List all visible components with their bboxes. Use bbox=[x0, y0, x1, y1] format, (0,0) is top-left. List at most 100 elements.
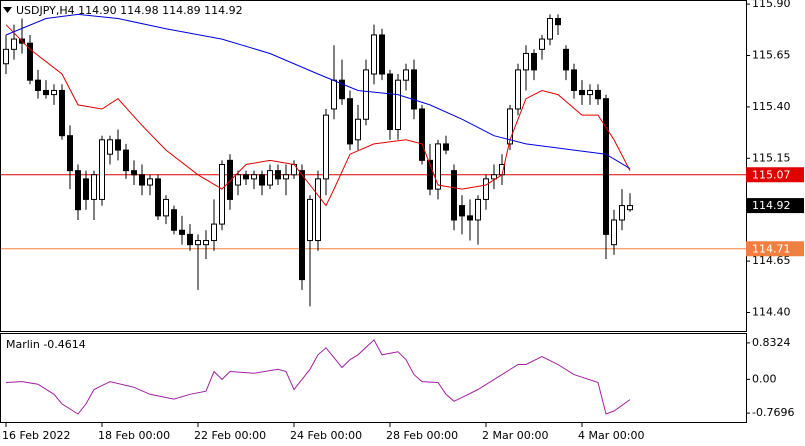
moving-average bbox=[5, 13, 631, 170]
y-tick-label: 115.65 bbox=[752, 49, 791, 62]
candle-body bbox=[611, 219, 617, 246]
y-tick-label: 0.00 bbox=[752, 372, 777, 385]
candle-body bbox=[91, 174, 97, 200]
candle-body bbox=[11, 38, 17, 50]
x-tick-label: 16 Feb 2022 bbox=[2, 429, 70, 442]
y-tick-label: -0.7696 bbox=[752, 406, 794, 419]
candle-body bbox=[491, 174, 497, 180]
candle-body bbox=[531, 52, 537, 71]
main-frame bbox=[0, 0, 747, 332]
candle-body bbox=[147, 178, 153, 186]
indicator-line bbox=[5, 339, 631, 415]
candle-body bbox=[507, 108, 513, 145]
candle-body bbox=[579, 89, 585, 96]
candle-body bbox=[387, 73, 393, 131]
candle-body bbox=[403, 69, 409, 81]
candle-body bbox=[475, 198, 481, 221]
candle-body bbox=[219, 163, 225, 225]
level-label: 114.71 bbox=[752, 242, 791, 255]
candle-body bbox=[355, 118, 361, 141]
level-label-box bbox=[746, 241, 804, 257]
candle-body bbox=[99, 139, 105, 200]
candle-body bbox=[451, 170, 457, 221]
candle-body bbox=[259, 174, 265, 186]
x-tick-label: 2 Mar 00:00 bbox=[482, 429, 548, 442]
last-price-box bbox=[746, 198, 804, 214]
candle-body bbox=[83, 178, 89, 200]
candle-body bbox=[347, 98, 353, 145]
candle-body bbox=[315, 178, 321, 242]
candle-body bbox=[411, 69, 417, 110]
candle-body bbox=[43, 89, 49, 96]
y-tick-label: 0.8324 bbox=[752, 336, 791, 349]
candle-body bbox=[371, 34, 377, 75]
candle-body bbox=[51, 89, 57, 96]
candle-body bbox=[283, 174, 289, 180]
candle-body bbox=[275, 170, 281, 180]
candle-body bbox=[619, 205, 625, 221]
candle-body bbox=[419, 108, 425, 161]
candle-body bbox=[107, 139, 113, 155]
candle-body bbox=[227, 159, 233, 200]
candle-body bbox=[75, 170, 81, 211]
y-tick-label: 115.15 bbox=[752, 151, 791, 164]
candle-body bbox=[67, 135, 73, 172]
candle-body bbox=[379, 34, 385, 75]
indicator-title: Marlin -0.4614 bbox=[6, 338, 86, 351]
candle-body bbox=[443, 143, 449, 151]
candle-body bbox=[539, 38, 545, 50]
moving-average bbox=[5, 24, 631, 207]
candle-body bbox=[179, 229, 185, 235]
candle-body bbox=[595, 89, 601, 100]
candle-body bbox=[59, 89, 65, 137]
candle-body bbox=[3, 48, 9, 65]
candle-body bbox=[571, 69, 577, 91]
x-tick-label: 4 Mar 00:00 bbox=[578, 429, 644, 442]
y-tick-label: 114.65 bbox=[752, 254, 791, 267]
y-tick-label: 115.90 bbox=[752, 0, 791, 10]
candle-body bbox=[139, 174, 145, 186]
x-tick-label: 22 Feb 00:00 bbox=[194, 429, 266, 442]
candle-body bbox=[27, 42, 33, 81]
candle-body bbox=[363, 69, 369, 120]
candle-body bbox=[427, 159, 433, 190]
candle-body bbox=[323, 114, 329, 180]
candle-body bbox=[523, 52, 529, 71]
candle-body bbox=[435, 143, 441, 190]
candle-body bbox=[547, 18, 553, 40]
candle-body bbox=[483, 178, 489, 200]
candle-body bbox=[171, 209, 177, 231]
candle-body bbox=[395, 79, 401, 131]
candle-body bbox=[235, 174, 241, 186]
x-tick-label: 18 Feb 00:00 bbox=[98, 429, 170, 442]
level-label-box bbox=[746, 167, 804, 183]
menu-triangle[interactable] bbox=[3, 7, 12, 13]
candle-body bbox=[339, 79, 345, 100]
candle-body bbox=[163, 198, 169, 217]
y-tick-label: 114.40 bbox=[752, 305, 791, 318]
candle-body bbox=[195, 240, 201, 246]
candle-body bbox=[603, 98, 609, 235]
y-tick-label: 115.40 bbox=[752, 100, 791, 113]
candle-body bbox=[203, 240, 209, 246]
candle-body bbox=[155, 178, 161, 217]
candle-body bbox=[331, 79, 337, 110]
candle-body bbox=[555, 18, 561, 26]
candle-body bbox=[211, 223, 217, 242]
candle-body bbox=[299, 170, 305, 281]
candle-body bbox=[131, 170, 137, 176]
candle-body bbox=[467, 215, 473, 221]
x-tick-label: 28 Feb 00:00 bbox=[386, 429, 458, 442]
indicator-frame bbox=[0, 333, 747, 423]
x-tick-label: 24 Feb 00:00 bbox=[290, 429, 362, 442]
level-label: 115.07 bbox=[752, 168, 791, 181]
candle-body bbox=[35, 79, 41, 91]
candle-body bbox=[187, 233, 193, 246]
candle-body bbox=[515, 69, 521, 110]
candle-body bbox=[243, 174, 249, 180]
candle-body bbox=[587, 89, 593, 96]
candle-body bbox=[459, 205, 465, 217]
chart-title: USDJPY,H4 114.90 114.98 114.89 114.92 bbox=[16, 4, 243, 17]
